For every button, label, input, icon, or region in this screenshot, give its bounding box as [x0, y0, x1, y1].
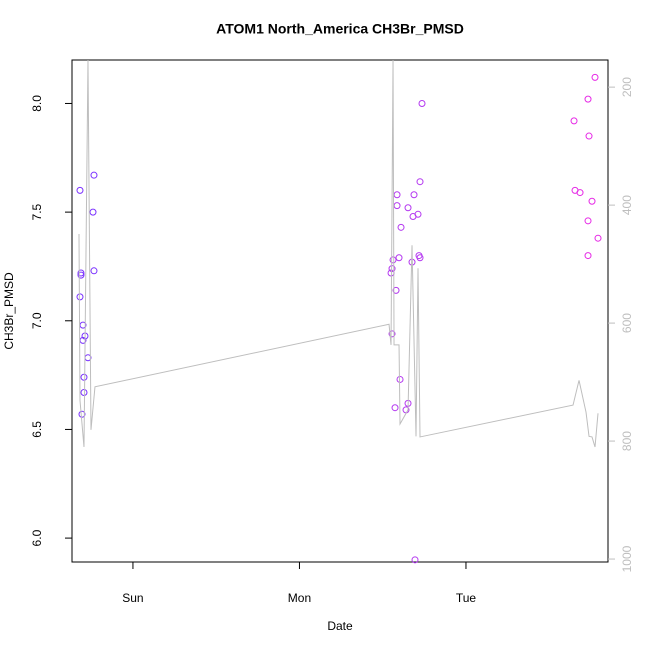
y-tick-label: 6.5: [30, 421, 44, 438]
point: [76, 293, 84, 301]
point: [389, 256, 397, 264]
x-tick-label: Mon: [288, 591, 311, 605]
point: [584, 217, 592, 225]
x-axis-label: Date: [327, 619, 353, 633]
point: [393, 191, 401, 199]
point: [416, 178, 424, 186]
y2-tick-label: 200: [620, 77, 634, 97]
point: [388, 330, 396, 338]
point: [588, 197, 596, 205]
point: [584, 252, 592, 260]
y2-tick-label: 800: [620, 431, 634, 451]
point: [80, 388, 88, 396]
point: [77, 269, 85, 277]
y-tick-label: 8.0: [30, 95, 44, 112]
point: [90, 267, 98, 275]
point: [78, 410, 86, 418]
point: [591, 73, 599, 81]
point: [77, 271, 85, 279]
point: [410, 191, 418, 199]
point: [414, 210, 422, 218]
point: [576, 189, 584, 197]
point: [594, 234, 602, 242]
point: [89, 208, 97, 216]
y-tick-label: 6.0: [30, 529, 44, 546]
point: [404, 204, 412, 212]
point: [584, 95, 592, 103]
x-tick-label: Sun: [122, 591, 143, 605]
x-tick-label: Tue: [456, 591, 477, 605]
point: [391, 404, 399, 412]
y-tick-label: 7.5: [30, 203, 44, 220]
point: [393, 202, 401, 210]
point: [80, 373, 88, 381]
point: [585, 132, 593, 140]
point: [570, 117, 578, 125]
y-axis-label: CH3Br_PMSD: [2, 272, 16, 350]
y-tick-label: 7.0: [30, 312, 44, 329]
point: [90, 171, 98, 179]
point: [396, 375, 404, 383]
y2-tick-label: 600: [620, 313, 634, 333]
y2-tick-label: 400: [620, 195, 634, 215]
plot-box: [71, 59, 609, 563]
point: [397, 223, 405, 231]
point: [392, 286, 400, 294]
pressure-line: [78, 60, 599, 448]
chart-title: ATOM1 North_America CH3Br_PMSD: [216, 21, 464, 37]
point: [418, 99, 426, 107]
y2-tick-label: 1000: [620, 545, 634, 572]
point: [416, 254, 424, 262]
point: [395, 254, 403, 262]
point: [76, 186, 84, 194]
point: [411, 556, 419, 564]
